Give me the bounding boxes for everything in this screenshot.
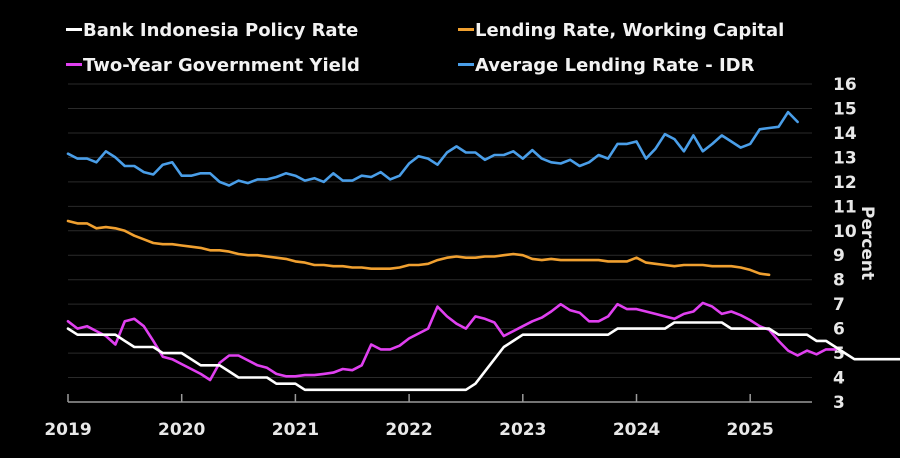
- legend-item-average-lending: Average Lending Rate - IDR: [458, 55, 754, 76]
- y-tick-label: 4: [833, 369, 845, 389]
- legend-label: Two-Year Government Yield: [83, 55, 360, 76]
- gridlines: [68, 83, 812, 379]
- x-tick-label: 2019: [44, 420, 91, 440]
- y-tick-label: 16: [833, 75, 857, 95]
- legend-swatch-magenta: [66, 62, 82, 66]
- y-tick-label: 10: [833, 222, 857, 242]
- y-tick-label: 7: [833, 295, 845, 315]
- legend-item-policy-rate: Bank Indonesia Policy Rate: [66, 20, 358, 41]
- legend-label: Lending Rate, Working Capital: [475, 20, 785, 41]
- legend-label: Average Lending Rate - IDR: [475, 55, 755, 76]
- x-tick-label: 2025: [727, 420, 774, 440]
- legend-item-working-capital: Lending Rate, Working Capital: [458, 20, 784, 41]
- y-tick-label: 13: [833, 148, 857, 168]
- y-axis-title: Percent: [857, 206, 877, 280]
- y-tick-label: 15: [833, 99, 857, 119]
- y-tick-label: 8: [833, 271, 845, 291]
- series-policy-rate: [66, 321, 900, 392]
- y-tick-label: 3: [833, 393, 845, 413]
- series-lines: [66, 110, 900, 392]
- series-working-capital-rate: [66, 219, 771, 277]
- legend-label: Bank Indonesia Policy Rate: [83, 20, 359, 41]
- legend-swatch-white: [66, 27, 82, 31]
- y-tick-label: 9: [833, 246, 845, 266]
- x-tick-label: 2022: [385, 420, 432, 440]
- y-tick-label: 14: [833, 124, 857, 144]
- series-two-year-yield: [66, 301, 837, 382]
- y-tick-label: 6: [833, 320, 845, 340]
- legend-swatch-blue: [458, 62, 474, 66]
- legend-item-two-year-yield: Two-Year Government Yield: [66, 55, 360, 76]
- y-tick-label: 5: [833, 344, 845, 364]
- x-tick-label: 2024: [613, 420, 660, 440]
- x-tick-label: 2020: [158, 420, 205, 440]
- x-tick-label: 2023: [499, 420, 546, 440]
- legend-swatch-orange: [458, 27, 474, 31]
- x-tick-label: 2021: [272, 420, 319, 440]
- y-axis: 3 4 5 6 7 8 9 10 11 12 13 14 15 16: [833, 75, 857, 413]
- series-average-lending-rate: [66, 110, 799, 187]
- y-tick-label: 12: [833, 173, 857, 193]
- y-tick-label: 11: [833, 197, 857, 217]
- x-axis: 2019 2020 2021 2022 2023 2024 2025: [44, 394, 812, 440]
